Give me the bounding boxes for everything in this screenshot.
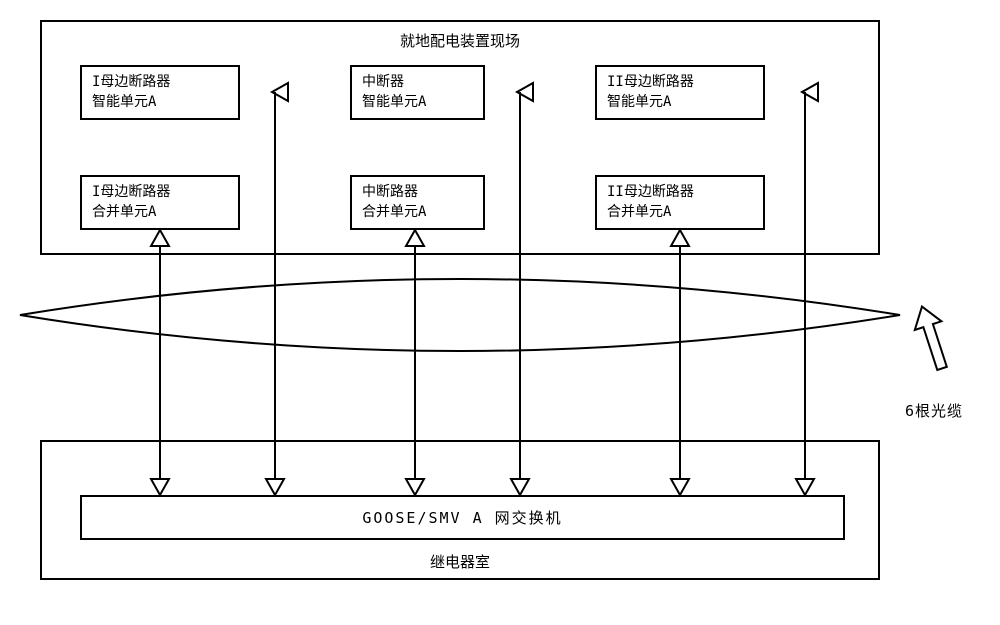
intel-unit-3-l1: II母边断路器: [607, 73, 753, 93]
merge-unit-2-l1: 中断路器: [362, 183, 473, 203]
merge-unit-1-l1: I母边断路器: [92, 183, 228, 203]
merge-unit-2: 中断路器 合并单元A: [350, 175, 485, 230]
merge-unit-1-l2: 合并单元A: [92, 203, 228, 223]
intel-unit-2-l2: 智能单元A: [362, 93, 473, 113]
intel-unit-1-l2: 智能单元A: [92, 93, 228, 113]
merge-unit-3-l1: II母边断路器: [607, 183, 753, 203]
merge-unit-3-l2: 合并单元A: [607, 203, 753, 223]
intel-unit-3-l2: 智能单元A: [607, 93, 753, 113]
merge-unit-2-l2: 合并单元A: [362, 203, 473, 223]
lower-title: 继电器室: [42, 551, 878, 572]
merge-unit-1: I母边断路器 合并单元A: [80, 175, 240, 230]
intel-unit-2-l1: 中断器: [362, 73, 473, 93]
switch-box: GOOSE/SMV A 网交换机: [80, 495, 845, 540]
intel-unit-3: II母边断路器 智能单元A: [595, 65, 765, 120]
intel-unit-2: 中断器 智能单元A: [350, 65, 485, 120]
intel-unit-1: I母边断路器 智能单元A: [80, 65, 240, 120]
upper-title: 就地配电装置现场: [42, 30, 878, 51]
intel-unit-1-l1: I母边断路器: [92, 73, 228, 93]
side-label: 6根光缆: [905, 400, 963, 421]
merge-unit-3: II母边断路器 合并单元A: [595, 175, 765, 230]
